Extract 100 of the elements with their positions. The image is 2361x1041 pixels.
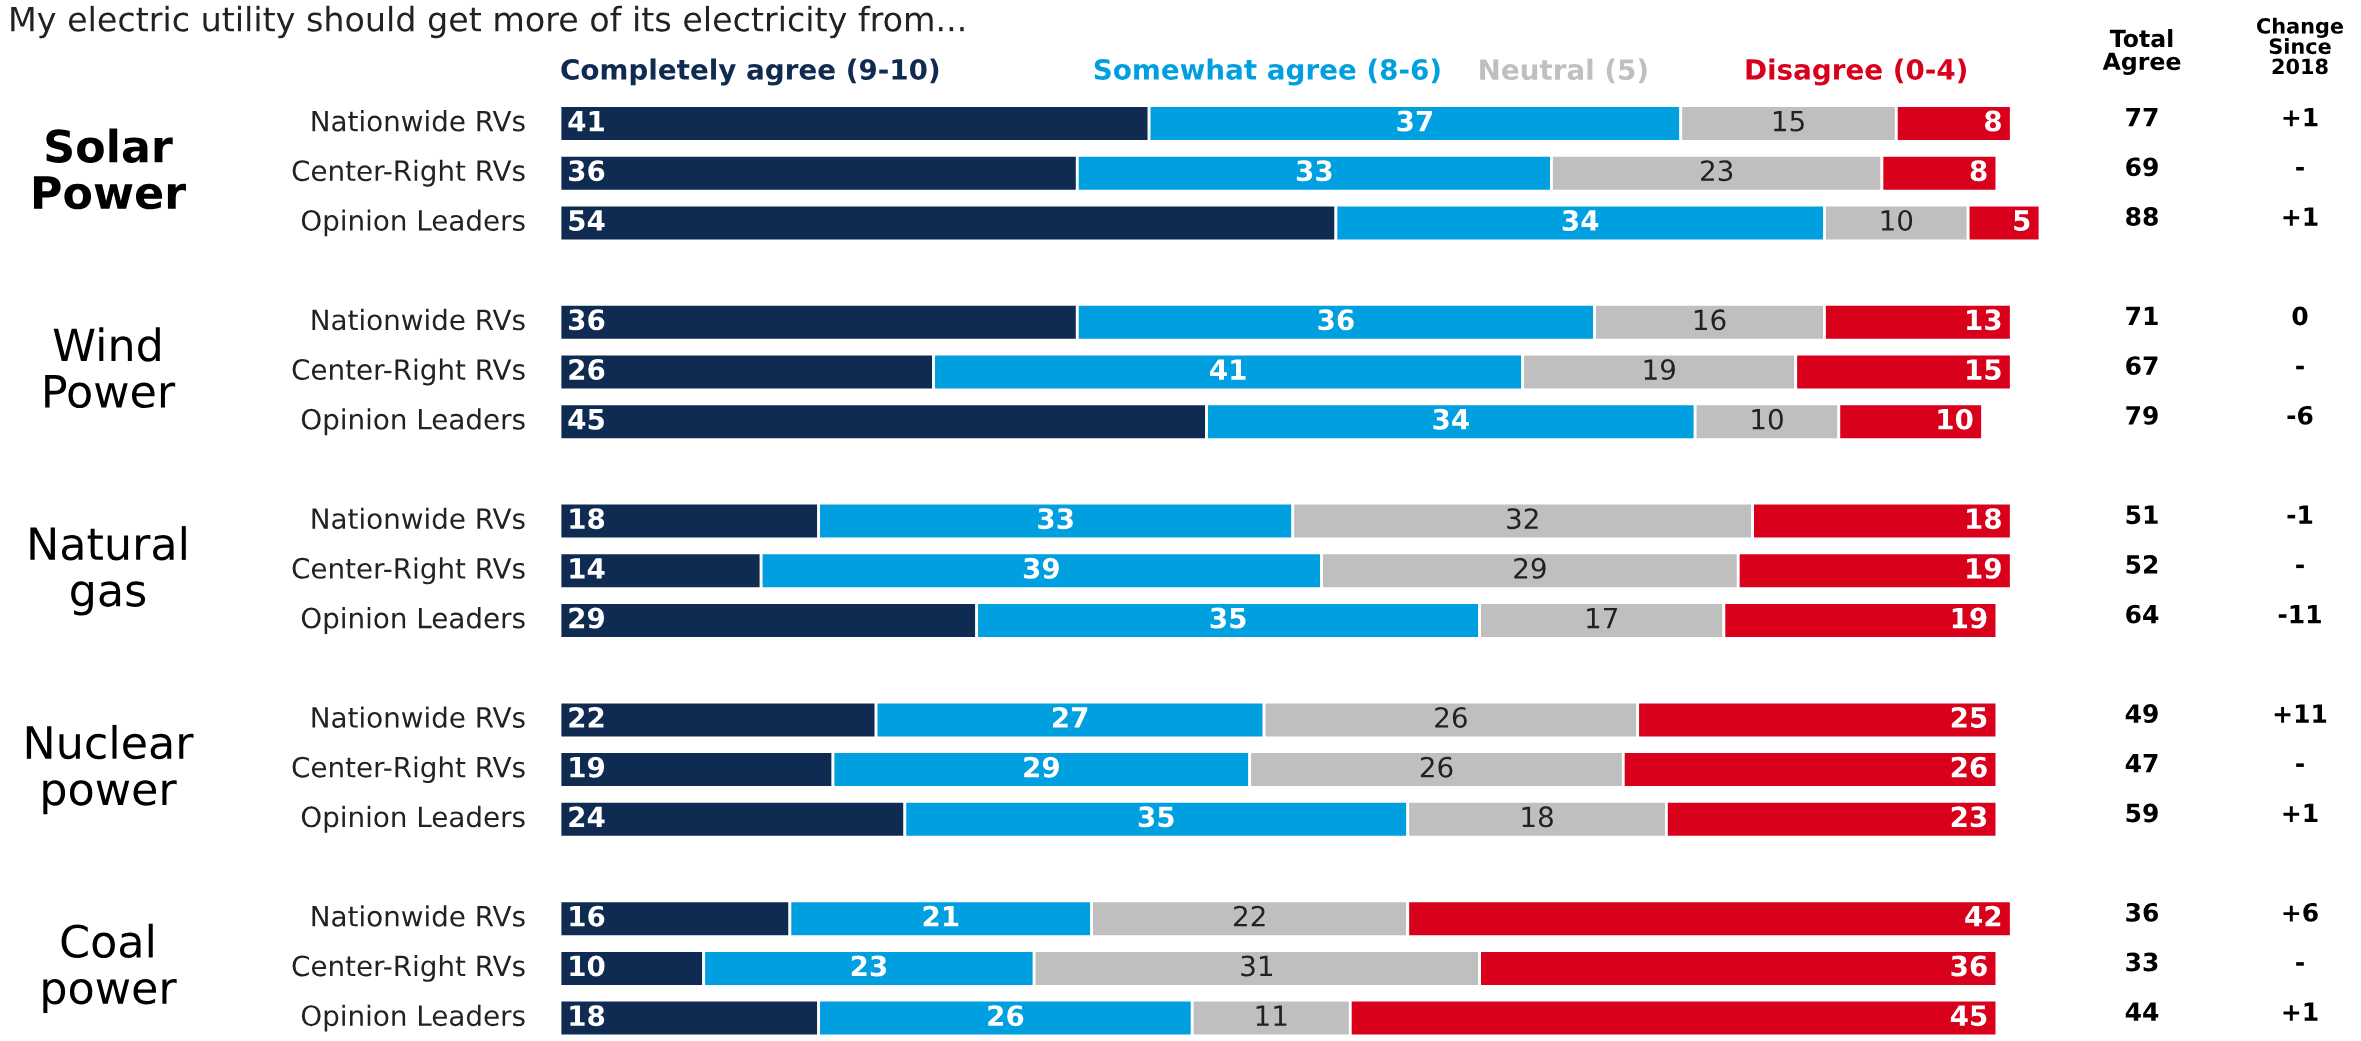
data-label: 26 xyxy=(1951,756,1987,778)
data-label: 15 xyxy=(1773,110,1804,132)
data-label: 23 xyxy=(851,955,887,977)
data-label: 10 xyxy=(1881,209,1913,231)
data-label: 17 xyxy=(1587,607,1618,629)
data-label: 23 xyxy=(1951,806,1987,828)
data-label: 36 xyxy=(1318,309,1354,331)
y-tick-label: Center-Right RVs xyxy=(292,557,525,585)
text: - xyxy=(2296,166,2304,171)
series-label: Disagree (0-4) xyxy=(1746,58,1966,86)
data-label: 5 xyxy=(2014,210,2030,231)
data-label: 41 xyxy=(568,110,604,132)
y-tick-label: Opinion Leaders xyxy=(301,805,525,833)
y-tick-label: Opinion Leaders xyxy=(301,408,525,436)
data-label: 29 xyxy=(1514,557,1546,579)
text: 59 xyxy=(2126,803,2158,823)
text: - xyxy=(2296,763,2304,767)
data-label: 10 xyxy=(1752,408,1783,430)
data-label: 33 xyxy=(1038,508,1073,530)
data-label: 8 xyxy=(1985,110,2001,132)
data-label: 19 xyxy=(570,756,605,778)
text: -11 xyxy=(2278,605,2321,624)
data-label: 35 xyxy=(1210,607,1246,629)
data-label: 22 xyxy=(1234,905,1265,927)
data-label: 42 xyxy=(1965,905,2001,927)
text: 36 xyxy=(2126,902,2159,922)
y-tick-label: Opinion Leaders xyxy=(301,209,525,237)
data-label: 18 xyxy=(1522,806,1553,828)
text: 49 xyxy=(2125,704,2158,723)
text: -1 xyxy=(2287,505,2313,524)
data-label: 26 xyxy=(1435,706,1467,728)
data-label: 16 xyxy=(570,905,605,927)
y-tick-label: Opinion Leaders xyxy=(301,607,525,634)
data-label: 8 xyxy=(1970,160,1987,182)
data-label: 36 xyxy=(1951,955,1987,977)
data-label: 27 xyxy=(1052,706,1088,728)
data-label: 18 xyxy=(1967,508,2001,530)
text: Change Since 2018 xyxy=(2257,17,2344,75)
text: 64 xyxy=(2126,604,2159,624)
data-label: 54 xyxy=(569,210,605,231)
y-tick-label: Nationwide RVs xyxy=(312,308,525,331)
data-label: 22 xyxy=(569,706,604,728)
series-label: Somewhat agree (8-6) xyxy=(1094,58,1440,86)
data-label: 29 xyxy=(569,607,605,629)
data-label: 19 xyxy=(1952,607,1987,629)
y-tick-label: Nationwide RVs xyxy=(312,706,525,728)
text: Natural gas xyxy=(30,526,186,616)
text: 44 xyxy=(2125,1002,2159,1021)
series-label: Completely agree (9-10) xyxy=(561,58,939,86)
text: 71 xyxy=(2126,306,2158,326)
text: Nuclear power xyxy=(26,724,194,815)
text: Solar Power xyxy=(33,128,186,210)
data-label: 45 xyxy=(568,409,604,430)
data-label: 36 xyxy=(569,160,605,182)
y-tick-label: Nationwide RVs xyxy=(312,507,525,530)
text: 77 xyxy=(2126,108,2158,127)
data-label: 19 xyxy=(1967,557,2001,579)
text: 51 xyxy=(2126,505,2158,525)
y-tick-label: Center-Right RVs xyxy=(292,954,525,982)
data-label: 24 xyxy=(569,806,605,827)
text: Coal power xyxy=(43,923,177,1014)
data-label: 25 xyxy=(1951,706,1987,728)
data-label: 23 xyxy=(1701,160,1733,182)
data-label: 14 xyxy=(570,558,605,579)
text: -6 xyxy=(2287,405,2313,425)
data-label: 18 xyxy=(570,1005,605,1027)
data-label: 37 xyxy=(1397,110,1433,132)
y-tick-label: Center-Right RVs xyxy=(292,756,525,784)
data-label: 19 xyxy=(1644,359,1675,381)
text: +6 xyxy=(2283,902,2318,922)
data-label: 34 xyxy=(1433,408,1469,430)
data-label: 35 xyxy=(1138,806,1174,828)
text: 47 xyxy=(2125,754,2158,773)
data-label: 26 xyxy=(1420,756,1453,778)
data-label: 16 xyxy=(1694,309,1726,331)
data-label: 10 xyxy=(1938,408,1973,430)
text: 0 xyxy=(2292,306,2308,326)
data-label: 45 xyxy=(1950,1005,1987,1027)
data-label: 10 xyxy=(570,955,605,977)
text: 88 xyxy=(2126,207,2158,226)
data-label: 36 xyxy=(569,309,605,331)
y-tick-label: Nationwide RVs xyxy=(312,905,525,927)
data-label: 26 xyxy=(569,359,605,381)
text: +1 xyxy=(2283,108,2318,127)
text: - xyxy=(2296,962,2304,966)
data-label: 15 xyxy=(1967,359,2001,381)
text: 67 xyxy=(2126,356,2158,376)
text: Wind Power xyxy=(45,327,176,409)
y-tick-label: Nationwide RVs xyxy=(312,110,525,132)
text: Total Agree xyxy=(2102,29,2181,75)
chart-title: My electric utility should get more of its electricity from... xyxy=(11,5,964,39)
data-label: 33 xyxy=(1296,160,1332,182)
y-tick-label: Center-Right RVs xyxy=(292,159,525,187)
data-label: 39 xyxy=(1023,557,1059,579)
text: - xyxy=(2296,564,2304,569)
text: 69 xyxy=(2126,157,2158,177)
text: 33 xyxy=(2126,952,2158,972)
data-label: 41 xyxy=(1210,359,1246,380)
data-label: 32 xyxy=(1507,508,1538,530)
text: +11 xyxy=(2274,704,2327,723)
